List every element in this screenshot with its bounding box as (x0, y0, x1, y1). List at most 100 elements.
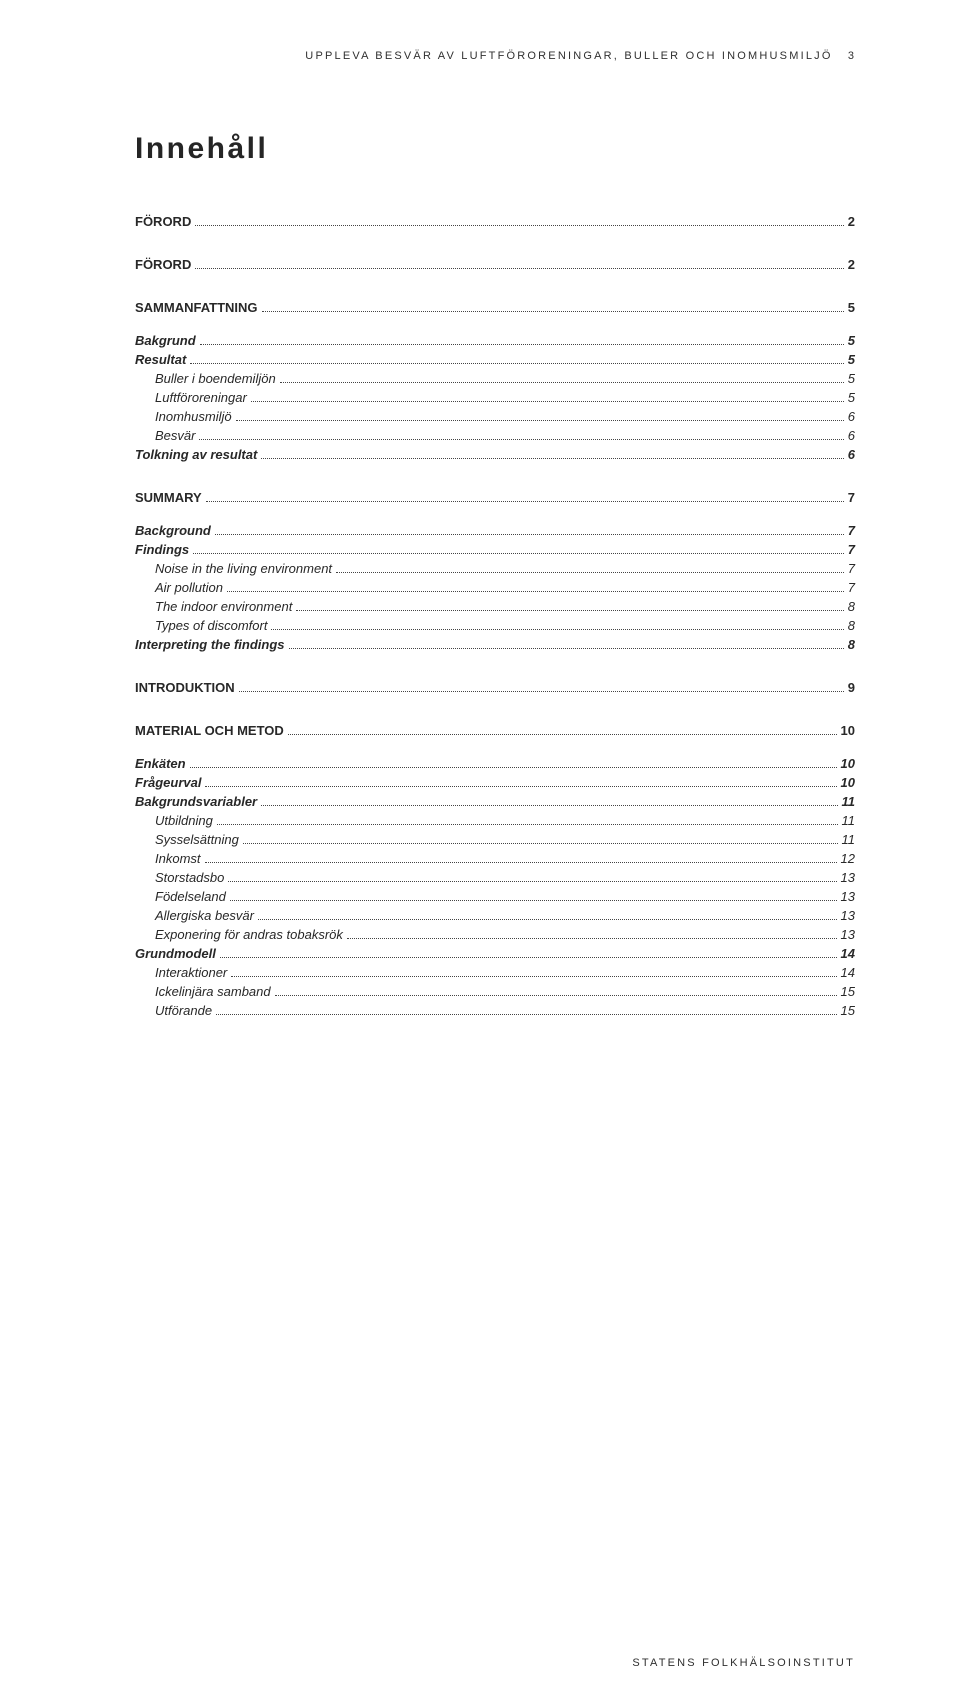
toc-entry-page: 8 (848, 618, 855, 633)
toc-entry-page: 14 (841, 965, 855, 980)
toc-leader (231, 976, 836, 977)
toc-entry-page: 11 (842, 794, 856, 809)
toc-entry-page: 2 (848, 257, 855, 272)
toc-leader (239, 691, 844, 692)
toc-leader (347, 938, 837, 939)
toc-entry: Födelseland 13 (135, 889, 855, 904)
toc-leader (206, 501, 844, 502)
toc-leader (243, 843, 838, 844)
toc-entry-page: 5 (848, 300, 855, 315)
toc-leader (195, 225, 843, 226)
toc-leader (251, 401, 844, 402)
toc-entry: Utbildning11 (135, 813, 855, 828)
toc-entry-page: 15 (841, 1003, 855, 1018)
toc-entry: Buller i boendemiljön5 (135, 371, 855, 386)
toc-entry-page: 10 (841, 756, 855, 771)
toc-entry-page: 5 (848, 333, 855, 348)
toc-entry: Noise in the living environment 7 (135, 561, 855, 576)
toc-entry-label: Exponering för andras tobaksrök (155, 927, 343, 942)
toc-entry-label: SUMMARY (135, 490, 202, 505)
toc-entry-page: 7 (848, 580, 855, 595)
toc-entry: SAMMANFATTNING 5 (135, 300, 855, 315)
toc-entry: Inkomst12 (135, 851, 855, 866)
toc-entry-page: 8 (848, 637, 855, 652)
toc-entry-page: 7 (848, 523, 855, 538)
toc-entry-label: FÖRORD (135, 257, 191, 272)
toc-leader (195, 268, 843, 269)
toc-entry-label: SAMMANFATTNING (135, 300, 258, 315)
toc-entry-page: 10 (841, 723, 855, 738)
toc-entry-page: 7 (848, 490, 855, 505)
toc-entry-label: Resultat (135, 352, 186, 367)
toc-leader (190, 767, 837, 768)
toc-entry-page: 5 (848, 352, 855, 367)
toc-leader (200, 344, 844, 345)
toc-entry-page: 7 (848, 561, 855, 576)
toc-entry-label: Bakgrundsvariabler (135, 794, 257, 809)
toc-entry-label: Utbildning (155, 813, 213, 828)
toc-leader (199, 439, 843, 440)
toc-leader (220, 957, 837, 958)
toc-entry-label: Enkäten (135, 756, 186, 771)
toc-leader (230, 900, 837, 901)
toc-entry: Enkäten 10 (135, 756, 855, 771)
toc-entry-label: Types of discomfort (155, 618, 267, 633)
toc-container: FÖRORD2FÖRORD2SAMMANFATTNING5Bakgrund5Re… (135, 214, 855, 1018)
toc-entry: Luftföroreningar5 (135, 390, 855, 405)
toc-entry: Frågeurval10 (135, 775, 855, 790)
toc-entry: SUMMARY 7 (135, 490, 855, 505)
footer-text: STATENS FOLKHÄLSOINSTITUT (632, 1657, 855, 1669)
toc-leader (236, 420, 844, 421)
toc-leader (280, 382, 844, 383)
toc-entry-page: 6 (848, 409, 855, 424)
toc-entry-label: Grundmodell (135, 946, 216, 961)
toc-title: Innehåll (135, 132, 855, 166)
toc-entry: Utförande15 (135, 1003, 855, 1018)
toc-entry: Air pollution 7 (135, 580, 855, 595)
toc-entry: MATERIAL OCH METOD 10 (135, 723, 855, 738)
toc-entry-label: Födelseland (155, 889, 226, 904)
toc-entry: Sysselsättning11 (135, 832, 855, 847)
toc-entry-page: 5 (848, 371, 855, 386)
toc-entry-page: 6 (848, 447, 855, 462)
document-page: UPPLEVA BESVÄR AV LUFTFÖRORENINGAR, BULL… (0, 0, 960, 1693)
toc-entry: Findings7 (135, 542, 855, 557)
toc-entry-page: 15 (841, 984, 855, 999)
toc-leader (288, 734, 837, 735)
toc-entry-label: Interaktioner (155, 965, 227, 980)
toc-entry-page: 13 (841, 889, 855, 904)
toc-entry-label: Storstadsbo (155, 870, 224, 885)
toc-entry: Background7 (135, 523, 855, 538)
toc-leader (190, 363, 843, 364)
toc-entry-label: Findings (135, 542, 189, 557)
toc-entry-page: 2 (848, 214, 855, 229)
toc-entry: Types of discomfort 8 (135, 618, 855, 633)
toc-entry-label: Interpreting the findings (135, 637, 285, 652)
toc-entry: FÖRORD 2 (135, 257, 855, 272)
toc-leader (275, 995, 837, 996)
toc-entry-label: The indoor environment (155, 599, 292, 614)
toc-entry-label: Allergiska besvär (155, 908, 254, 923)
toc-entry-label: Air pollution (155, 580, 223, 595)
toc-entry-label: Inkomst (155, 851, 201, 866)
toc-leader (258, 919, 837, 920)
toc-leader (262, 311, 844, 312)
toc-entry-page: 13 (841, 927, 855, 942)
toc-entry: Resultat 5 (135, 352, 855, 367)
toc-leader (216, 1014, 836, 1015)
toc-entry: FÖRORD2 (135, 214, 855, 229)
toc-entry-page: 9 (848, 680, 855, 695)
toc-entry: Exponering för andras tobaksrök 13 (135, 927, 855, 942)
toc-leader (217, 824, 838, 825)
toc-entry-label: INTRODUKTION (135, 680, 235, 695)
toc-leader (261, 805, 837, 806)
toc-entry: The indoor environment8 (135, 599, 855, 614)
toc-leader (296, 610, 843, 611)
toc-entry-label: Besvär (155, 428, 195, 443)
toc-entry-label: MATERIAL OCH METOD (135, 723, 284, 738)
toc-leader (228, 881, 836, 882)
toc-entry: Inomhusmiljö6 (135, 409, 855, 424)
toc-entry-label: Noise in the living environment (155, 561, 332, 576)
toc-leader (289, 648, 844, 649)
toc-leader (193, 553, 844, 554)
